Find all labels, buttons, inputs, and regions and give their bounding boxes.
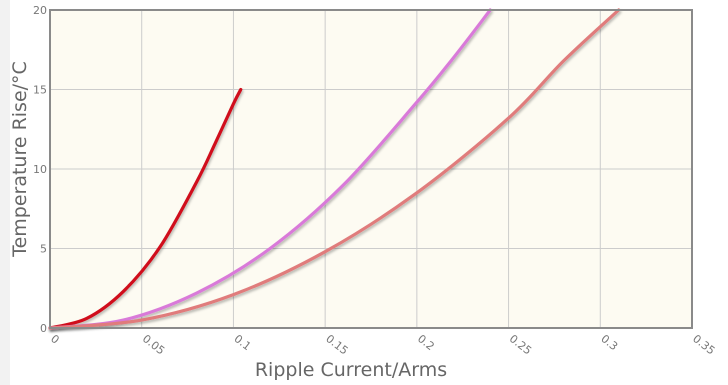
x-tick-label-6: 0.3 xyxy=(598,332,620,353)
x-tick-label-5: 0.25 xyxy=(507,332,534,357)
y-tick-label-4: 20 xyxy=(33,4,47,17)
y-tick-labels: 0 5 10 15 20 xyxy=(33,4,47,335)
x-tick-label-0: 0 xyxy=(48,332,62,347)
x-tick-label-3: 0.15 xyxy=(323,332,350,357)
series-line-3 xyxy=(48,8,621,330)
x-tick-label-4: 0.2 xyxy=(415,332,437,353)
y-tick-label-2: 10 xyxy=(33,163,47,176)
x-tick-label-7: 0.35 xyxy=(690,332,717,357)
y-tick-label-3: 15 xyxy=(33,84,47,97)
x-axis-title: Ripple Current/Arms xyxy=(255,359,447,381)
y-tick-label-1: 5 xyxy=(40,243,47,256)
x-tick-labels: 0 0.05 0.1 0.15 0.2 0.25 0.3 0.35 xyxy=(48,332,717,357)
series-line-2 xyxy=(48,8,492,330)
series-layer xyxy=(48,8,621,330)
y-tick-label-0: 0 xyxy=(40,322,47,335)
grid xyxy=(50,10,692,328)
window-edge xyxy=(0,0,10,385)
x-tick-label-2: 0.1 xyxy=(232,332,254,353)
y-axis-title: Temperature Rise/°C xyxy=(9,61,31,258)
x-tick-label-1: 0.05 xyxy=(140,332,167,357)
plot-frame xyxy=(49,9,693,329)
series-line-1 xyxy=(48,87,243,330)
